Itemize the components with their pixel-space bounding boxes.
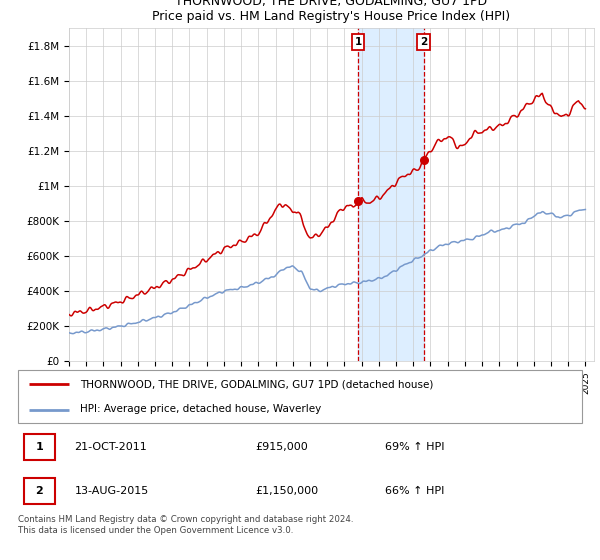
Text: 69% ↑ HPI: 69% ↑ HPI (385, 442, 444, 452)
Text: 2: 2 (420, 37, 427, 47)
FancyBboxPatch shape (23, 435, 55, 460)
Bar (358, 28, 424, 361)
Text: Contains HM Land Registry data © Crown copyright and database right 2024.
This d: Contains HM Land Registry data © Crown c… (18, 515, 353, 535)
Text: THORNWOOD, THE DRIVE, GODALMING, GU7 1PD (detached house): THORNWOOD, THE DRIVE, GODALMING, GU7 1PD… (80, 380, 433, 390)
Text: 2: 2 (35, 486, 43, 496)
Text: 1: 1 (355, 37, 362, 47)
Title: THORNWOOD, THE DRIVE, GODALMING, GU7 1PD
Price paid vs. HM Land Registry's House: THORNWOOD, THE DRIVE, GODALMING, GU7 1PD… (152, 0, 511, 22)
Text: HPI: Average price, detached house, Waverley: HPI: Average price, detached house, Wave… (80, 404, 321, 414)
Text: £1,150,000: £1,150,000 (255, 486, 318, 496)
FancyBboxPatch shape (23, 478, 55, 504)
Text: 21-OCT-2011: 21-OCT-2011 (74, 442, 147, 452)
Text: 66% ↑ HPI: 66% ↑ HPI (385, 486, 444, 496)
Text: 13-AUG-2015: 13-AUG-2015 (74, 486, 149, 496)
FancyBboxPatch shape (18, 370, 582, 423)
Text: £915,000: £915,000 (255, 442, 308, 452)
Text: 1: 1 (35, 442, 43, 452)
